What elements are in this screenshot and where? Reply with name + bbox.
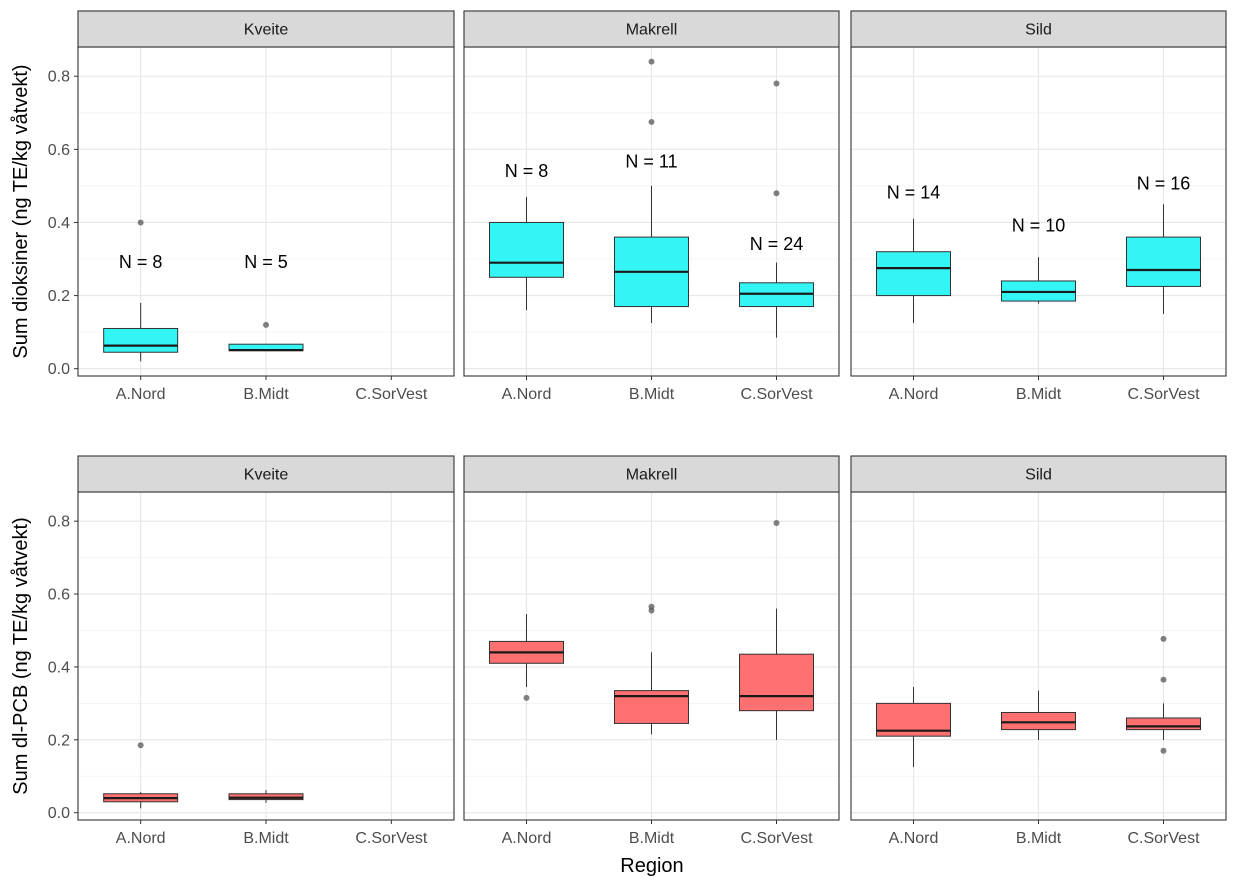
facet-label: Makrell [626,22,678,39]
n-count-label: N = 8 [505,161,549,181]
x-tick-label: C.SorVest [355,386,428,403]
n-count-label: N = 10 [1012,216,1066,236]
facet-strip [850,455,1227,493]
box-B.Midt: N = 5 [228,252,304,352]
x-tick-label: B.Midt [243,386,289,403]
box-A.Nord [489,614,564,701]
facet-strip [463,455,840,493]
outlier-point [648,603,655,610]
x-tick-label: A.Nord [502,386,552,403]
n-count-label: N = 14 [887,183,941,203]
facet-label: Sild [1025,467,1052,484]
outlier-point [773,519,780,526]
box-body [489,221,564,278]
y-axis-title: Sum dioksiner (ng TE/kg våtvekt) [10,64,32,358]
panel-1-1: Makrell A.Nord B.Midt C.SorVest [463,455,840,847]
box-C.SorVest [739,519,814,740]
y-tick-label: 0.4 [48,215,70,232]
outlier-point [1160,635,1167,642]
box-C.SorVest: N = 16 [1126,174,1201,314]
n-count-label: N = 11 [625,152,677,172]
x-tick-label: A.Nord [502,830,552,847]
box-B.Midt [614,603,689,735]
panel-0-1: N = 8 N = 11 N = 24 Makrell A.Nord B.Midt C.So… [463,10,840,403]
outlier-point [1160,747,1167,754]
y-axis-title: Sum dl-PCB (ng TE/kg våtvekt) [10,517,32,795]
box-C.SorVest [1126,635,1201,754]
box-B.Midt: N = 11 [614,58,689,323]
box-body [876,251,951,297]
facet-strip [77,10,455,48]
panel-1-0: Kveite A.Nord B.Midt C.SorVest 0.0 0.2 0.4 0.6 0… [48,455,455,847]
facet-label: Makrell [626,467,678,484]
box-A.Nord: N = 8 [103,219,179,362]
x-tick-label: A.Nord [889,386,939,403]
x-tick-label: A.Nord [116,830,166,847]
box-B.Midt: N = 10 [1001,216,1076,304]
x-tick-label: C.SorVest [355,830,428,847]
outlier-point [773,190,780,197]
panel-0-2: N = 14 N = 10 N = 16 Sild A.Nord B.Midt C.SorV… [850,10,1227,403]
x-tick-label: C.SorVest [740,830,813,847]
facet-label: Kveite [244,467,289,484]
outlier-point [137,219,144,226]
panel-1-2: Sild A.Nord B.Midt C.SorVest [850,455,1227,847]
x-tick-label: B.Midt [243,830,289,847]
outlier-point [773,80,780,87]
y-tick-label: 0.8 [48,514,70,531]
outlier-point [648,58,655,65]
facet-label: Kveite [244,22,289,39]
y-tick-label: 0.0 [48,361,70,378]
y-tick-label: 0.8 [48,69,70,86]
facet-strip [77,455,455,493]
box-C.SorVest: N = 24 [739,80,814,338]
box-body [1001,711,1076,731]
x-tick-label: B.Midt [1016,386,1062,403]
box-body [103,327,179,353]
panel-0-0: N = 8 N = 5 Kveite A.Nord B.Midt C.SorVest 0.0… [48,10,455,403]
box-B.Midt [1001,690,1076,740]
y-tick-label: 0.4 [48,659,70,676]
y-tick-label: 0.2 [48,732,70,749]
box-A.Nord: N = 8 [489,161,564,311]
x-tick-label: A.Nord [116,386,166,403]
x-tick-label: B.Midt [1016,830,1062,847]
outlier-point [137,742,144,749]
box-A.Nord [103,742,179,809]
n-count-label: N = 24 [750,234,804,254]
n-count-label: N = 8 [119,252,163,272]
x-tick-label: B.Midt [629,830,675,847]
y-tick-label: 0.6 [48,142,70,159]
x-tick-label: C.SorVest [1127,830,1200,847]
box-A.Nord: N = 14 [876,183,951,323]
box-B.Midt [228,790,304,803]
facet-label: Sild [1025,22,1052,39]
outlier-point [648,118,655,125]
y-tick-label: 0.2 [48,288,70,305]
facet-strip [463,10,840,48]
x-axis-title: Region [620,855,683,877]
box-body [739,653,814,712]
box-A.Nord [876,686,951,768]
box-body [1126,717,1201,731]
y-tick-label: 0.0 [48,805,70,822]
outlier-point [263,321,269,328]
x-tick-label: C.SorVest [740,386,813,403]
n-count-label: N = 5 [244,252,288,272]
x-tick-label: C.SorVest [1127,386,1200,403]
y-tick-label: 0.6 [48,587,70,604]
outlier-point [523,694,530,701]
n-count-label: N = 16 [1137,174,1191,194]
outlier-point [1160,676,1167,683]
box-body [1126,236,1201,287]
x-tick-label: A.Nord [889,830,939,847]
facet-strip [850,10,1227,48]
x-tick-label: B.Midt [629,386,675,403]
